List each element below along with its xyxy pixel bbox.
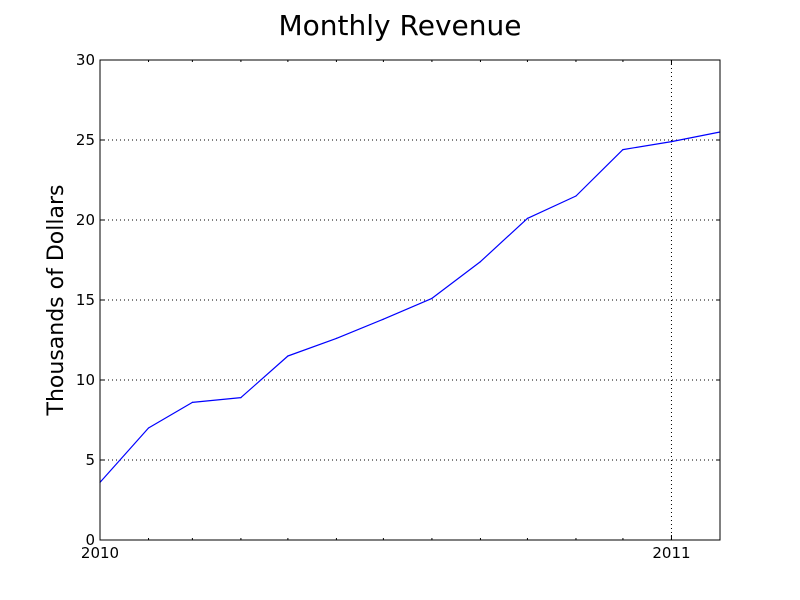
y-tick-label: 10 (76, 371, 95, 389)
data-point (382, 318, 384, 320)
y-tick-label: 20 (76, 211, 95, 229)
data-point (526, 217, 529, 219)
revenue-series-line (99, 131, 721, 483)
data-point (335, 337, 338, 339)
data-point (431, 297, 433, 299)
data-point (670, 141, 673, 143)
y-tick-label: 5 (85, 451, 95, 469)
tick-marks (99, 59, 720, 541)
data-point (479, 261, 482, 263)
data-point (575, 195, 577, 197)
data-point (622, 149, 624, 151)
y-tick-label: 0 (85, 531, 95, 549)
y-axis-label: Thousands of Dollars (44, 185, 69, 417)
data-point (191, 401, 193, 403)
y-tick-label: 30 (76, 51, 95, 69)
grid-lines (100, 60, 720, 540)
data-point (147, 427, 150, 429)
y-tick-label: 25 (76, 131, 95, 149)
y-tick-label: 15 (76, 291, 95, 309)
tick-labels: 0 5 10 15 20 25 30 2010 2011 (76, 51, 691, 562)
x-tick-label: 2010 (81, 544, 119, 562)
x-tick-label: 2011 (652, 544, 690, 562)
series-layer (99, 131, 721, 483)
data-point (287, 355, 289, 357)
chart-title: Monthly Revenue (279, 9, 522, 42)
data-point (240, 397, 242, 399)
